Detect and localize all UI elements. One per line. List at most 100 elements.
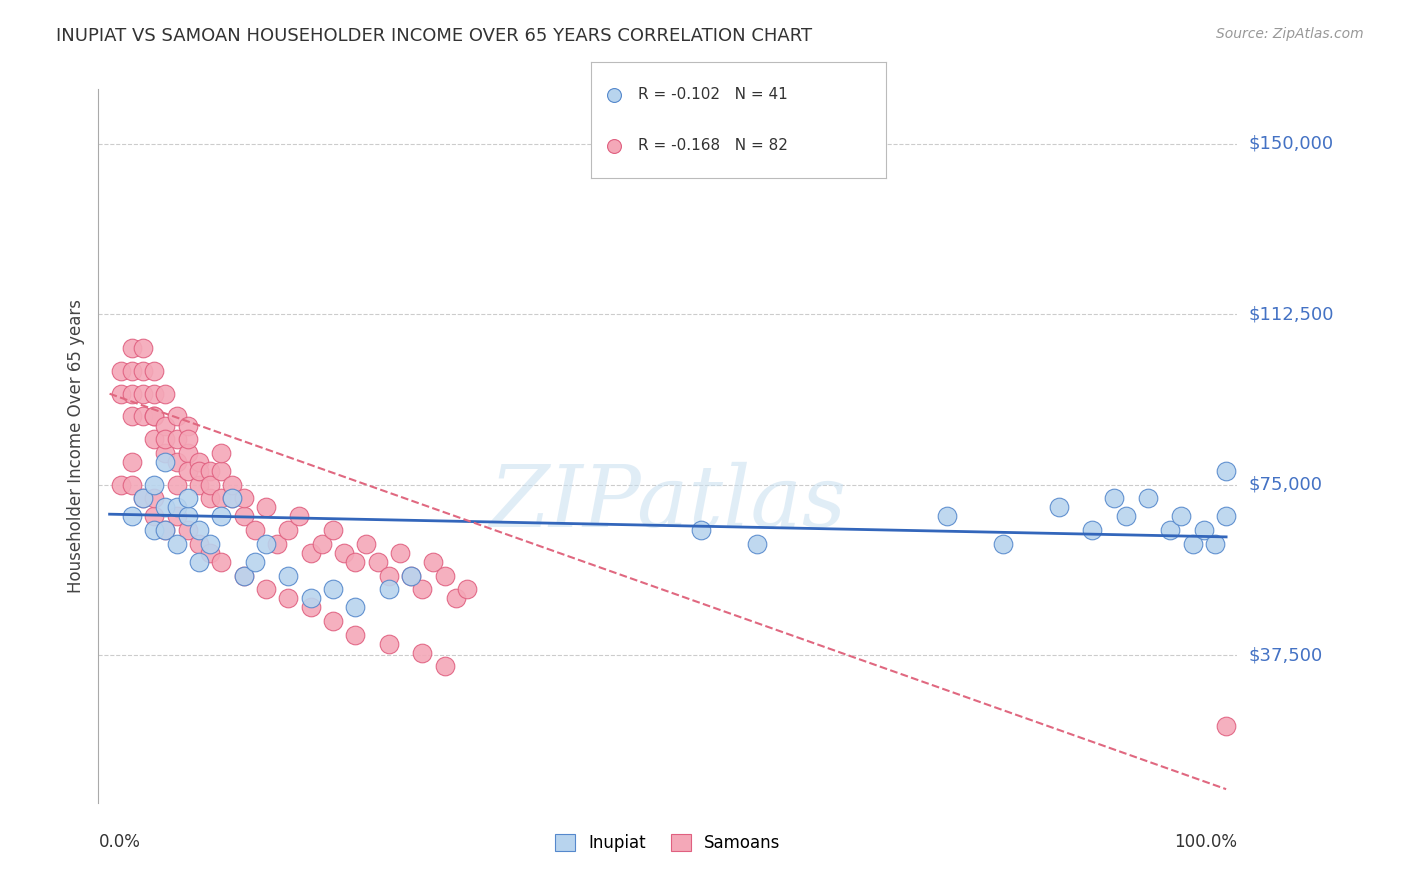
Point	[333, 546, 356, 560]
Point	[198, 537, 221, 551]
Point	[221, 491, 243, 506]
Text: $150,000: $150,000	[1249, 135, 1333, 153]
Point	[1215, 464, 1237, 478]
Point	[110, 364, 132, 378]
Point	[121, 341, 143, 355]
Point	[277, 523, 299, 537]
Point	[121, 477, 143, 491]
Point	[198, 546, 221, 560]
Point	[187, 537, 209, 551]
Text: INUPIAT VS SAMOAN HOUSEHOLDER INCOME OVER 65 YEARS CORRELATION CHART: INUPIAT VS SAMOAN HOUSEHOLDER INCOME OVE…	[56, 27, 813, 45]
Point	[177, 491, 200, 506]
Point	[121, 364, 143, 378]
Point	[243, 523, 266, 537]
Text: $112,500: $112,500	[1249, 305, 1334, 323]
Point	[143, 509, 166, 524]
Point	[254, 537, 277, 551]
Point	[377, 568, 399, 582]
Point	[187, 455, 209, 469]
Point	[143, 491, 166, 506]
Point	[155, 523, 177, 537]
Point	[322, 523, 344, 537]
Point	[322, 582, 344, 597]
Point	[209, 491, 232, 506]
Point	[209, 509, 232, 524]
Point	[1215, 718, 1237, 732]
Point	[132, 409, 155, 424]
Text: $75,000: $75,000	[1249, 475, 1323, 493]
Point	[198, 491, 221, 506]
Point	[422, 555, 444, 569]
Point	[221, 491, 243, 506]
Point	[1170, 509, 1192, 524]
Point	[603, 87, 626, 102]
Point	[177, 509, 200, 524]
Point	[1104, 491, 1126, 506]
Point	[177, 464, 200, 478]
Point	[187, 555, 209, 569]
Point	[356, 537, 378, 551]
Point	[254, 500, 277, 515]
Point	[277, 568, 299, 582]
Text: ZIPatlas: ZIPatlas	[489, 462, 846, 544]
Point	[344, 600, 367, 615]
Point	[198, 477, 221, 491]
Point	[277, 591, 299, 606]
Point	[1204, 537, 1226, 551]
Point	[266, 537, 288, 551]
Point	[155, 523, 177, 537]
Point	[143, 409, 166, 424]
Point	[411, 582, 433, 597]
Point	[166, 409, 188, 424]
Point	[1115, 509, 1137, 524]
Point	[209, 464, 232, 478]
Point	[411, 646, 433, 660]
Point	[121, 386, 143, 401]
Point	[177, 523, 200, 537]
Point	[132, 386, 155, 401]
Point	[221, 477, 243, 491]
Point	[288, 509, 311, 524]
Point	[132, 364, 155, 378]
Point	[177, 418, 200, 433]
Text: R = -0.168   N = 82: R = -0.168 N = 82	[638, 138, 787, 153]
Point	[690, 523, 713, 537]
Point	[155, 446, 177, 460]
Point	[132, 341, 155, 355]
Point	[121, 455, 143, 469]
Point	[254, 582, 277, 597]
Point	[155, 432, 177, 446]
Point	[377, 637, 399, 651]
Point	[1159, 523, 1181, 537]
Point	[187, 464, 209, 478]
Text: 0.0%: 0.0%	[98, 833, 141, 851]
Point	[155, 500, 177, 515]
Point	[603, 139, 626, 153]
Point	[1181, 537, 1204, 551]
Point	[155, 418, 177, 433]
Point	[344, 555, 367, 569]
Point	[155, 455, 177, 469]
Point	[143, 364, 166, 378]
Point	[166, 509, 188, 524]
Point	[322, 614, 344, 628]
Point	[121, 509, 143, 524]
Point	[132, 491, 155, 506]
Point	[143, 477, 166, 491]
Point	[132, 491, 155, 506]
Point	[399, 568, 422, 582]
Point	[388, 546, 411, 560]
Point	[143, 432, 166, 446]
Point	[747, 537, 769, 551]
Text: 100.0%: 100.0%	[1174, 833, 1237, 851]
Text: R = -0.102   N = 41: R = -0.102 N = 41	[638, 87, 787, 103]
Point	[121, 409, 143, 424]
Point	[209, 555, 232, 569]
Point	[1081, 523, 1104, 537]
Point	[311, 537, 333, 551]
Point	[433, 568, 456, 582]
Point	[936, 509, 959, 524]
Point	[166, 432, 188, 446]
Text: Source: ZipAtlas.com: Source: ZipAtlas.com	[1216, 27, 1364, 41]
Point	[1047, 500, 1070, 515]
